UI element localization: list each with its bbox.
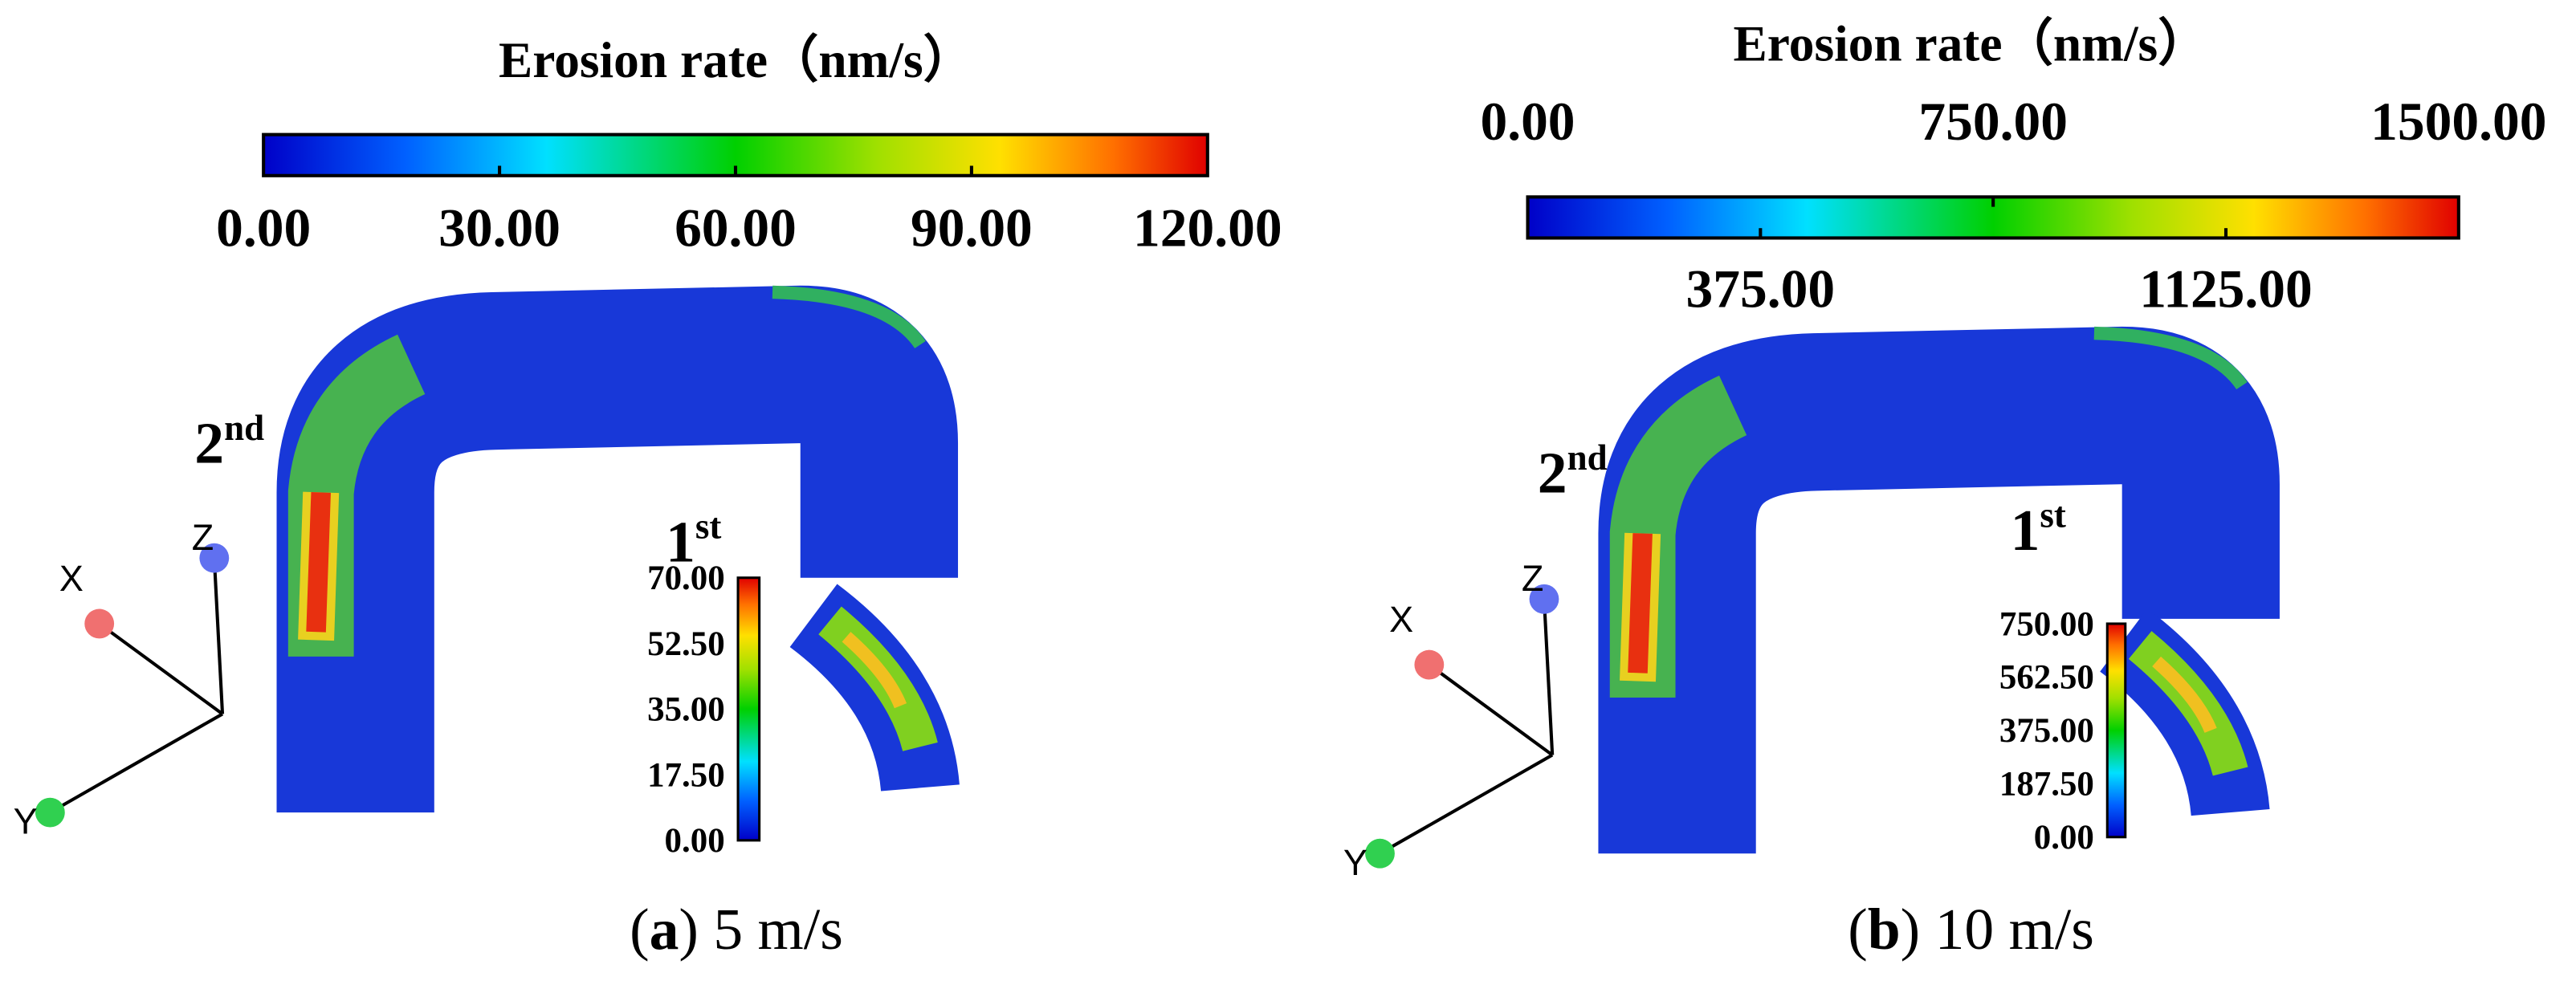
axis-label: Z (1522, 558, 1543, 599)
axis-label: X (1389, 599, 1413, 640)
colorbar-tick-label: 0.00 (1480, 92, 1575, 152)
colorbar-title: Erosion rate（nm/s） (499, 32, 974, 88)
caption-letter: a (650, 896, 679, 962)
erosion-zone (287, 334, 426, 657)
axis-arm (1379, 753, 1554, 855)
colorbar-title: Erosion rate（nm/s） (1734, 16, 2209, 72)
axis-label: Z (192, 517, 214, 558)
axis-arm (49, 712, 224, 814)
caption-open: ( (1848, 896, 1868, 962)
inset-tick-label: 187.50 (1999, 766, 2094, 804)
axis-label: Y (14, 801, 38, 842)
pipe (1598, 326, 2280, 854)
colorbar-tick-label: 60.00 (675, 198, 797, 258)
inset-tick-label: 375.00 (1999, 712, 2094, 750)
inset-hot (2152, 656, 2217, 734)
marker-base: 1 (666, 508, 695, 574)
location-marker: 1st (2011, 494, 2066, 563)
marker-sup: nd (1567, 437, 1608, 478)
inset-tick-label: 0.00 (665, 822, 725, 860)
axis-cone (84, 608, 115, 639)
erosion-zone (1609, 375, 1748, 698)
erosion-hot (306, 491, 331, 633)
inset-hot (842, 632, 907, 709)
inset-colorbar (2105, 622, 2127, 839)
axis-label: X (59, 558, 84, 599)
marker-sup: st (695, 507, 722, 547)
marker-sup: st (2040, 494, 2066, 535)
colorbar-tick-label: 0.00 (216, 198, 311, 258)
panel: Erosion rate（nm/s） 0.00 750.00 1500.00 375.0… (1343, 16, 2547, 962)
caption-open: ( (630, 896, 650, 962)
marker-base: 2 (1538, 439, 1567, 505)
axis-label: Y (1343, 842, 1367, 883)
caption-rest: ) 10 m/s (1901, 896, 2094, 962)
axis-arm (1542, 599, 1555, 755)
marker-sup: nd (224, 408, 264, 448)
erosion-zone (2093, 326, 2248, 390)
caption: (b) 10 m/s (1848, 896, 2094, 962)
inset-tick-label: 562.50 (1999, 659, 2094, 697)
axis-cone (35, 797, 65, 828)
colorbar-tick-label: 120.00 (1133, 198, 1282, 258)
inset-tick-label: 0.00 (2034, 819, 2094, 857)
axis-cone (1365, 838, 1395, 869)
axis-arm (98, 622, 224, 716)
erosion-zone (772, 285, 926, 349)
caption-rest: ) 5 m/s (679, 896, 842, 962)
colorbar-tick-label: 375.00 (1686, 258, 1836, 319)
inset-piece (789, 584, 960, 792)
axis-arm (212, 558, 225, 714)
inset-piece (2099, 608, 2270, 817)
caption: (a) 5 m/s (630, 896, 843, 962)
colorbar-tick-label: 750.00 (1918, 92, 2068, 152)
inset-tick-label: 17.50 (647, 756, 725, 794)
axis-triad: Z X Y (14, 517, 230, 842)
inset-tick-label: 35.00 (647, 691, 725, 729)
axis-arm (1428, 663, 1554, 757)
colorbar-tick-label: 90.00 (911, 198, 1033, 258)
location-marker: 2nd (194, 408, 264, 476)
caption-letter: b (1868, 896, 1901, 962)
marker-base: 1 (2011, 497, 2040, 563)
axis-triad: Z X Y (1343, 558, 1559, 883)
colorbar-tick-label: 1125.00 (2139, 258, 2313, 319)
marker-base: 2 (194, 410, 224, 476)
panel: Erosion rate（nm/s）0.00 30.00 60.00 90.00 120… (14, 32, 1282, 962)
inset-tick-label: 750.00 (1999, 605, 2094, 643)
axis-cone (1414, 649, 1445, 680)
axis-cone (199, 543, 230, 573)
colorbar-tick-label: 30.00 (438, 198, 560, 258)
colorbar-tick-label: 1500.00 (2370, 92, 2546, 152)
erosion-hot (1628, 533, 1653, 674)
pipe-body (276, 285, 959, 813)
inset-colorbar (736, 576, 761, 842)
location-marker: 1st (666, 507, 721, 575)
inset-tick-label: 52.50 (647, 625, 725, 663)
location-marker: 2nd (1538, 437, 1608, 506)
axis-cone (1529, 584, 1559, 614)
pipe (276, 285, 959, 813)
inset-tick-label: 70.00 (647, 560, 725, 597)
